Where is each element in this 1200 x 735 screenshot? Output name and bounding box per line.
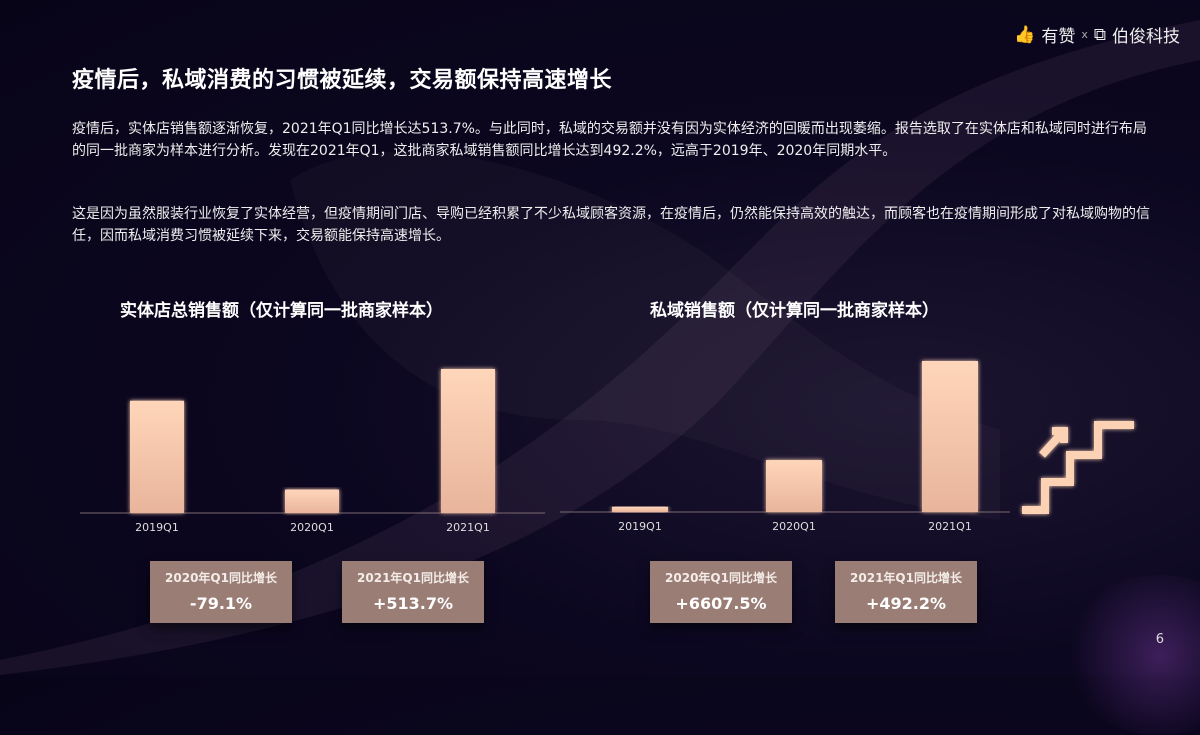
- callout-value: +492.2%: [865, 594, 947, 613]
- thumbs-up-icon: 👍: [1014, 24, 1036, 45]
- charts: 2019Q1 2020Q1 2021Q1 2019Q1 2020Q1 2021Q1: [80, 361, 1134, 534]
- bar-2021Q1: [441, 369, 495, 513]
- tick-label: 2019Q1: [135, 521, 179, 534]
- growth-callout: 2020年Q1同比增长 -79.1%: [150, 561, 292, 623]
- paragraph: 疫情后，实体店销售额逐渐恢复，2021年Q1同比增长达513.7%。与此同时，私…: [72, 121, 1147, 159]
- copy-logo-icon: ⧉: [1093, 24, 1106, 45]
- callout-label: 2020年Q1同比增长: [165, 571, 277, 585]
- page-title: 疫情后，私域消费的习惯被延续，交易额保持高速增长: [72, 68, 613, 93]
- background-swoosh: [0, 0, 1200, 675]
- callout-value: +513.7%: [372, 594, 454, 613]
- bar-2019Q1: [130, 400, 184, 513]
- callout-value: -79.1%: [189, 594, 253, 613]
- callout-label: 2021年Q1同比增长: [357, 571, 469, 585]
- brand-partner1: 有赞: [1041, 27, 1076, 47]
- bar-2020Q1: [766, 460, 822, 512]
- bar-2021Q1: [922, 361, 978, 512]
- callout-value: +6607.5%: [675, 594, 767, 613]
- bar-2019Q1: [612, 506, 668, 512]
- brand-logo: 👍 有赞 x ⧉ 伯俊科技: [1014, 22, 1180, 48]
- brand-partner2: 伯俊科技: [1112, 27, 1180, 47]
- tick-label: 2020Q1: [772, 520, 816, 533]
- tick-label: 2021Q1: [446, 521, 490, 534]
- growth-callout: 2021年Q1同比增长 +513.7%: [342, 561, 484, 623]
- tick-label: 2019Q1: [618, 520, 662, 533]
- growth-callout: 2021年Q1同比增长 +492.2%: [835, 561, 977, 623]
- chart-title: 私域销售额（仅计算同一批商家样本）: [650, 301, 939, 321]
- stairs-arrow-icon: [1022, 421, 1134, 514]
- tick-label: 2021Q1: [928, 520, 972, 533]
- paragraph: 这是因为虽然服装行业恢复了实体经营，但疫情期间门店、导购已经积累了不少私域顾客资…: [72, 206, 1150, 244]
- callout-label: 2020年Q1同比增长: [665, 571, 777, 585]
- chart-title: 实体店总销售额（仅计算同一批商家样本）: [120, 301, 443, 321]
- growth-callout: 2020年Q1同比增长 +6607.5%: [650, 561, 792, 623]
- page-number: 6: [1155, 632, 1164, 647]
- bar-2020Q1: [285, 489, 339, 513]
- brand-separator: x: [1081, 28, 1088, 41]
- tick-label: 2020Q1: [290, 521, 334, 534]
- callout-label: 2021年Q1同比增长: [850, 571, 962, 585]
